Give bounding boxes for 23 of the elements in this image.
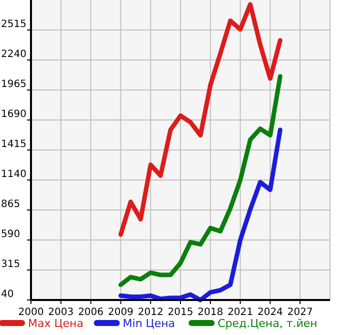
y-tick-label: 40 xyxy=(1,289,14,300)
y-tick-label: 2515 xyxy=(1,19,26,30)
y-tick-label: 1965 xyxy=(1,79,26,90)
legend-label: Сред.Цена, т.йен xyxy=(218,317,318,330)
y-tick-label: 865 xyxy=(1,199,20,210)
y-tick-label: 1415 xyxy=(1,139,26,150)
y-tick-label: 1690 xyxy=(1,109,26,120)
x-tick-label: 2015 xyxy=(168,307,194,318)
legend-label: Max Цена xyxy=(28,317,84,330)
x-tick-label: 2009 xyxy=(108,307,134,318)
y-tick-label: 2240 xyxy=(1,49,26,60)
x-tick-label: 2003 xyxy=(48,307,74,318)
x-tick-label: 2018 xyxy=(198,307,224,318)
x-tick-label: 2006 xyxy=(78,307,104,318)
x-tick-label: 2021 xyxy=(228,307,254,318)
x-tick-label: 2000 xyxy=(18,307,44,318)
x-tick-label: 2027 xyxy=(287,307,313,318)
x-tick-label: 2012 xyxy=(138,307,164,318)
legend-label: Min Цена xyxy=(122,317,176,330)
y-tick-label: 590 xyxy=(1,229,20,240)
y-tick-label: 315 xyxy=(1,259,20,270)
x-tick-label: 2024 xyxy=(257,307,283,318)
y-tick-label: 1140 xyxy=(1,169,26,180)
